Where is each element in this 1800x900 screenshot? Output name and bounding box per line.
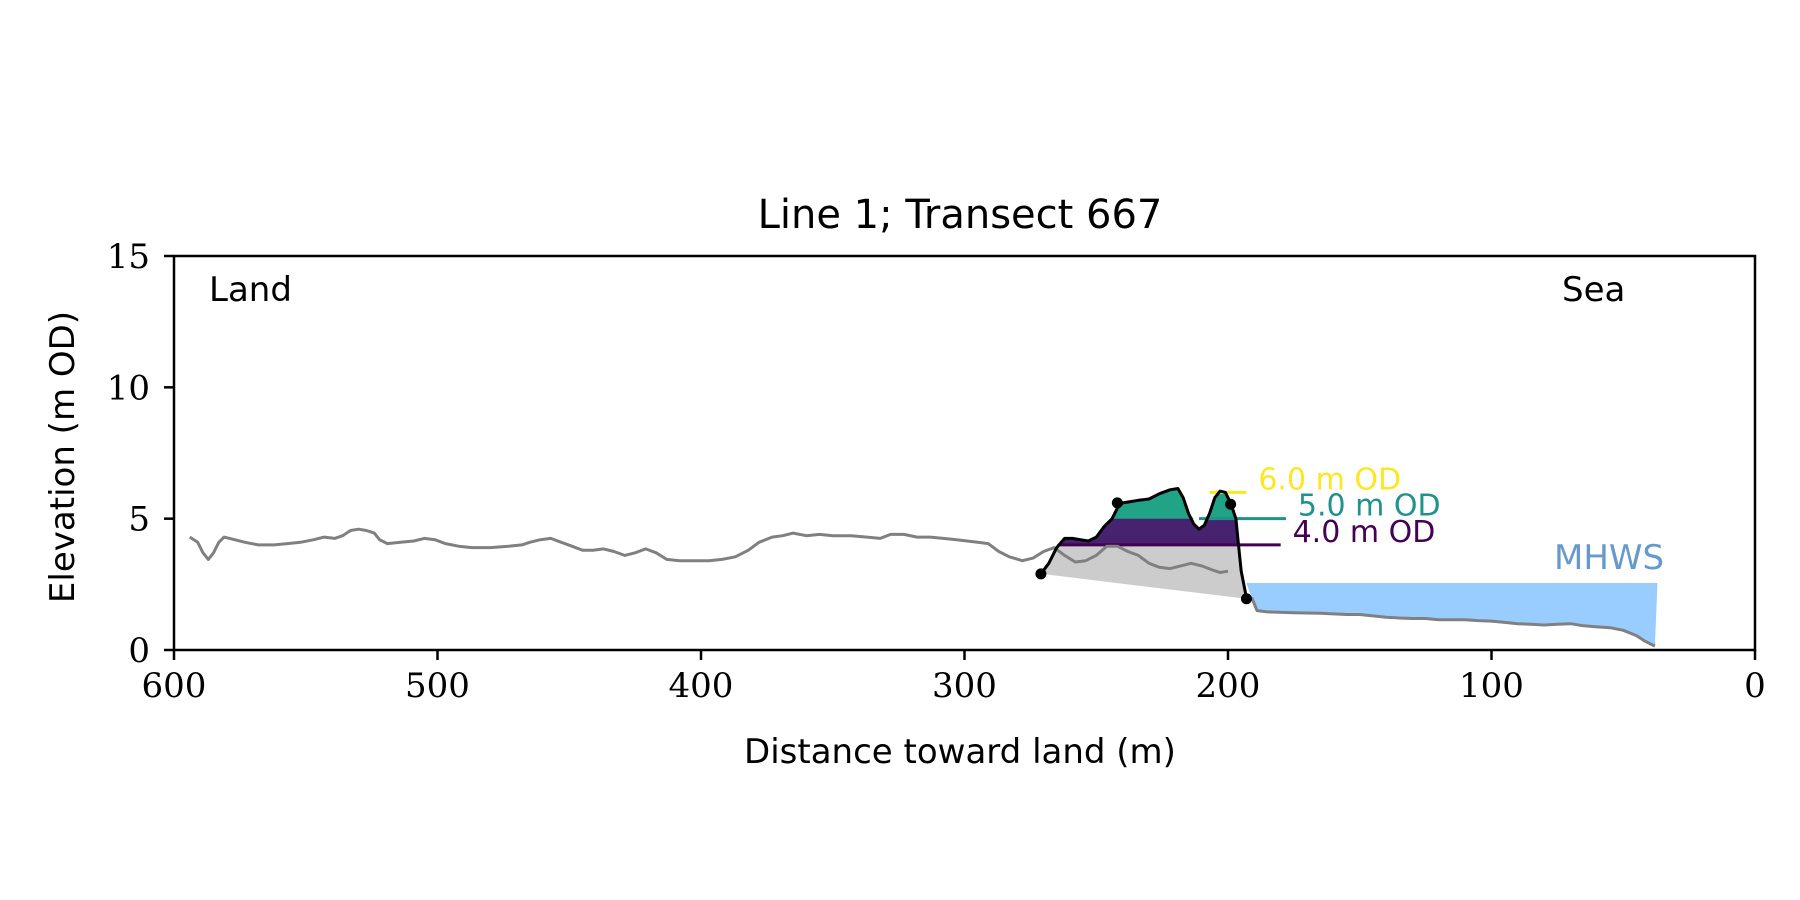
chart-title: Line 1; Transect 667 [758,192,1163,238]
x-tick-label-200: 200 [1196,666,1261,706]
profile-point-1 [1111,497,1123,509]
profile-point-0 [1035,568,1047,580]
y-tick-label-10: 10 [107,368,150,408]
y-axis-label: Elevation (m OD) [43,311,83,603]
mhws-water-area [1246,583,1658,647]
marker-layer [1035,497,1252,605]
x-tick-label-400: 400 [669,666,734,706]
land-profile-line [188,527,1229,574]
line-layer: 6.0 m OD5.0 m OD4.0 m OD [188,462,1656,648]
axes: 600 500 400 300 200 100 0 0 5 10 15 [107,237,1766,706]
x-tick-label-300: 300 [932,666,997,706]
x-tick-label-100: 100 [1459,666,1524,706]
y-tick-label-15: 15 [107,237,150,277]
y-tick-label-0: 0 [128,631,150,671]
contour-label-2: 4.0 m OD [1293,515,1436,550]
x-axis-label: Distance toward land (m) [744,732,1176,772]
volume-fill-1 [1040,488,1247,519]
contour-label-1: 5.0 m OD [1298,489,1441,524]
y-tick-label-5: 5 [128,500,150,540]
dune-profile-line [1039,487,1248,598]
land-label: Land [209,270,292,310]
x-tick-label-500: 500 [405,666,470,706]
contour-label-0: 6.0 m OD [1258,462,1401,497]
profile-point-3 [1240,593,1252,605]
x-tick-label-0: 0 [1744,666,1766,706]
sea-label: Sea [1562,270,1625,310]
x-tick-label-600: 600 [142,666,207,706]
mhws-label: MHWS [1554,538,1664,578]
plot-frame [172,254,1757,652]
sea-profile-line [1250,596,1656,648]
profile-point-2 [1225,498,1237,510]
